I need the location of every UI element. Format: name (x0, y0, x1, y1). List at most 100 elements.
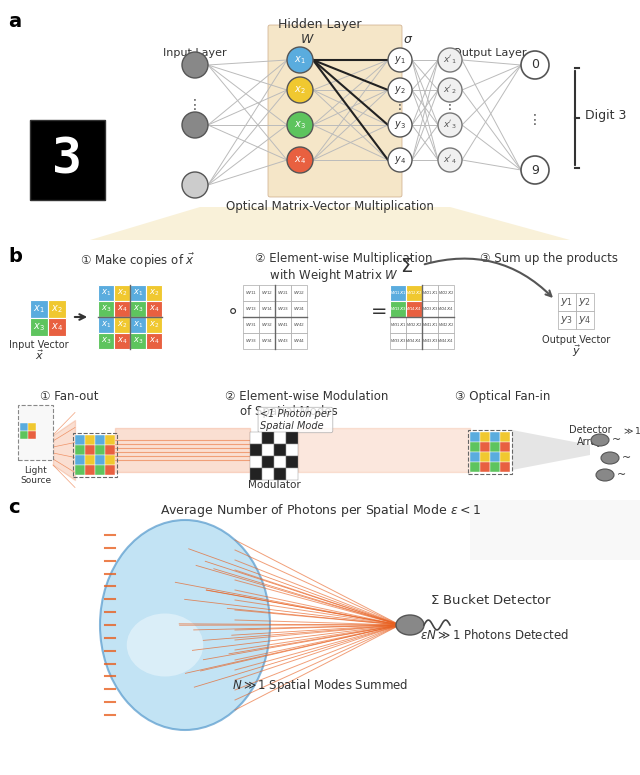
Bar (28, 422, 36, 430)
Text: $=$: $=$ (367, 301, 387, 319)
Text: Input Vector: Input Vector (9, 340, 69, 350)
Text: Modulator: Modulator (248, 480, 300, 490)
Bar (438, 333, 454, 349)
Bar (275, 301, 291, 317)
Text: $x'_2$: $x'_2$ (444, 84, 457, 96)
Bar (500, 462, 510, 472)
Bar (28, 430, 36, 439)
Bar (286, 468, 298, 480)
Bar (98, 333, 114, 349)
Text: $w_{31}x_1$: $w_{31}x_1$ (390, 321, 406, 329)
Bar (259, 301, 275, 317)
Bar (250, 456, 262, 468)
Text: Average Number of Photons per Spatial Mode $\epsilon < 1$: Average Number of Photons per Spatial Mo… (159, 502, 481, 519)
Text: $w_{34}$: $w_{34}$ (261, 337, 273, 345)
Text: ~: ~ (612, 435, 621, 445)
Bar (95, 445, 105, 455)
Bar (490, 462, 500, 472)
Bar (576, 293, 594, 311)
Text: $w_{44}x_4$: $w_{44}x_4$ (438, 337, 454, 345)
Bar (470, 452, 480, 462)
Bar (98, 301, 114, 317)
Bar (130, 317, 146, 333)
Bar (20, 422, 28, 430)
Circle shape (521, 156, 549, 184)
Text: 3: 3 (52, 136, 82, 184)
Bar (75, 435, 85, 445)
Bar (18, 405, 53, 460)
Bar (114, 317, 130, 333)
Text: $x_3$: $x_3$ (100, 304, 111, 314)
Bar (390, 317, 406, 333)
Bar (291, 301, 307, 317)
Bar (75, 465, 85, 475)
Bar (490, 452, 500, 462)
Text: $w_{13}$: $w_{13}$ (245, 305, 257, 313)
Circle shape (287, 112, 313, 138)
Text: $y_3$: $y_3$ (561, 314, 573, 326)
Text: $y_2$: $y_2$ (394, 84, 406, 96)
Text: $w_{12}x_2$: $w_{12}x_2$ (406, 289, 422, 297)
Text: $x_2$: $x_2$ (149, 288, 159, 298)
Bar (390, 301, 406, 317)
Bar (468, 430, 512, 474)
Text: $x_2$: $x_2$ (51, 303, 63, 315)
Bar (259, 285, 275, 301)
Text: $w_{44}$: $w_{44}$ (293, 337, 305, 345)
Bar (422, 301, 438, 317)
Bar (480, 442, 490, 452)
Bar (250, 444, 262, 456)
Bar (291, 285, 307, 301)
Text: $w_{32}$: $w_{32}$ (261, 321, 273, 329)
Text: $x_3$: $x_3$ (294, 119, 306, 131)
Bar (390, 333, 406, 349)
Bar (85, 455, 95, 465)
Text: $x_2$: $x_2$ (117, 288, 127, 298)
Text: ~: ~ (617, 470, 627, 480)
Bar (48, 300, 66, 318)
Text: $y_2$: $y_2$ (579, 296, 591, 308)
Bar (406, 285, 422, 301)
Text: Light
Source: Light Source (20, 466, 51, 485)
Text: Output Layer: Output Layer (453, 48, 527, 58)
Text: ⋮: ⋮ (528, 113, 542, 127)
Text: ② Element-wise Modulation
    of Spatial Modes: ② Element-wise Modulation of Spatial Mod… (225, 390, 388, 418)
Bar (390, 285, 406, 301)
Bar (105, 465, 115, 475)
Text: ⋮: ⋮ (188, 98, 202, 112)
Bar (275, 285, 291, 301)
Text: b: b (8, 247, 22, 266)
Text: $x'_3$: $x'_3$ (444, 119, 457, 131)
Polygon shape (90, 207, 570, 240)
Bar (243, 333, 259, 349)
Text: $x_4$: $x_4$ (116, 304, 127, 314)
Circle shape (287, 77, 313, 103)
Text: $x_1$: $x_1$ (101, 288, 111, 298)
Text: $y_4$: $y_4$ (579, 314, 592, 326)
Text: $w_{34}x_4$: $w_{34}x_4$ (406, 337, 422, 345)
Text: $w_{21}x_1$: $w_{21}x_1$ (422, 289, 438, 297)
Bar (259, 333, 275, 349)
Bar (243, 301, 259, 317)
Bar (95, 455, 105, 465)
Text: Optical Matrix-Vector Multiplication: Optical Matrix-Vector Multiplication (226, 200, 434, 213)
Text: $w_{11}$: $w_{11}$ (245, 289, 257, 297)
Text: c: c (8, 498, 20, 517)
Bar (576, 311, 594, 329)
Text: $w_{14}x_4$: $w_{14}x_4$ (406, 305, 422, 313)
Bar (438, 317, 454, 333)
Bar (274, 456, 286, 468)
Bar (480, 452, 490, 462)
Text: $w_{24}x_4$: $w_{24}x_4$ (438, 305, 454, 313)
Text: $\Sigma$: $\Sigma$ (399, 257, 413, 277)
Bar (30, 120, 105, 200)
Bar (130, 333, 146, 349)
Bar (438, 285, 454, 301)
Text: $x'_4$: $x'_4$ (443, 153, 457, 167)
Bar (259, 317, 275, 333)
Text: $w_{14}$: $w_{14}$ (261, 305, 273, 313)
Bar (406, 333, 422, 349)
Bar (95, 435, 105, 445)
Bar (490, 442, 500, 452)
Text: $x_4$: $x_4$ (148, 336, 159, 346)
